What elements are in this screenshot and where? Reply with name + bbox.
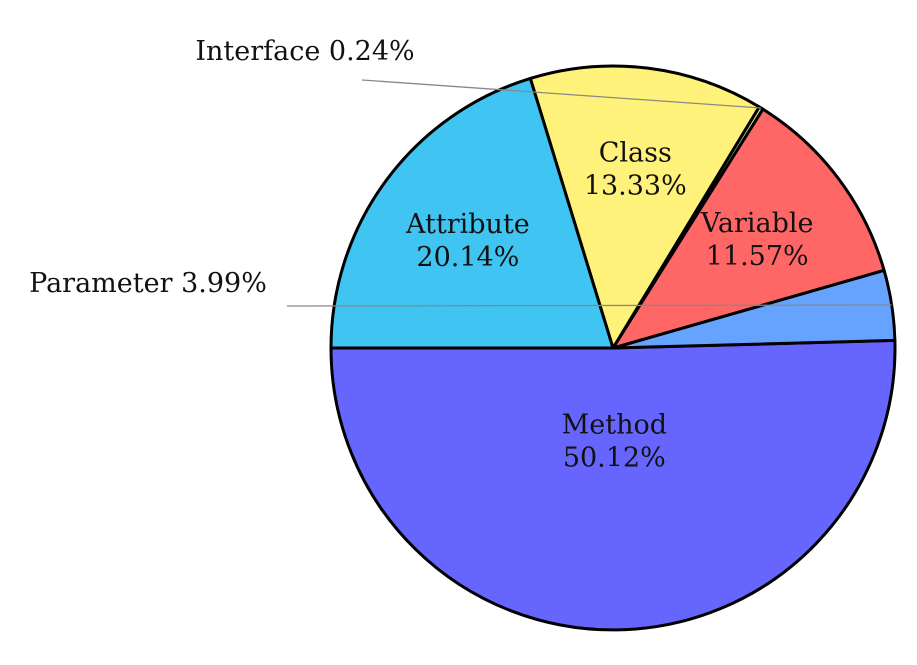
slice-label-attribute: Attribute 20.14% (405, 209, 530, 273)
pie-slice-class (528, 64, 761, 350)
slice-label-class: Class 13.33% (584, 137, 687, 201)
slice-label-parameter: Parameter 3.99% (29, 268, 267, 299)
leader-line-parameter (286, 304, 892, 307)
leader-line-interface (361, 79, 762, 109)
pie-slice-method (329, 338, 897, 632)
slice-label-variable: Variable 11.57% (700, 208, 814, 272)
pie-slice-variable (611, 107, 886, 350)
slice-label-method: Method 50.12% (562, 410, 667, 474)
pie-slice-attribute (329, 76, 615, 350)
slice-label-interface: Interface 0.24% (195, 36, 414, 67)
